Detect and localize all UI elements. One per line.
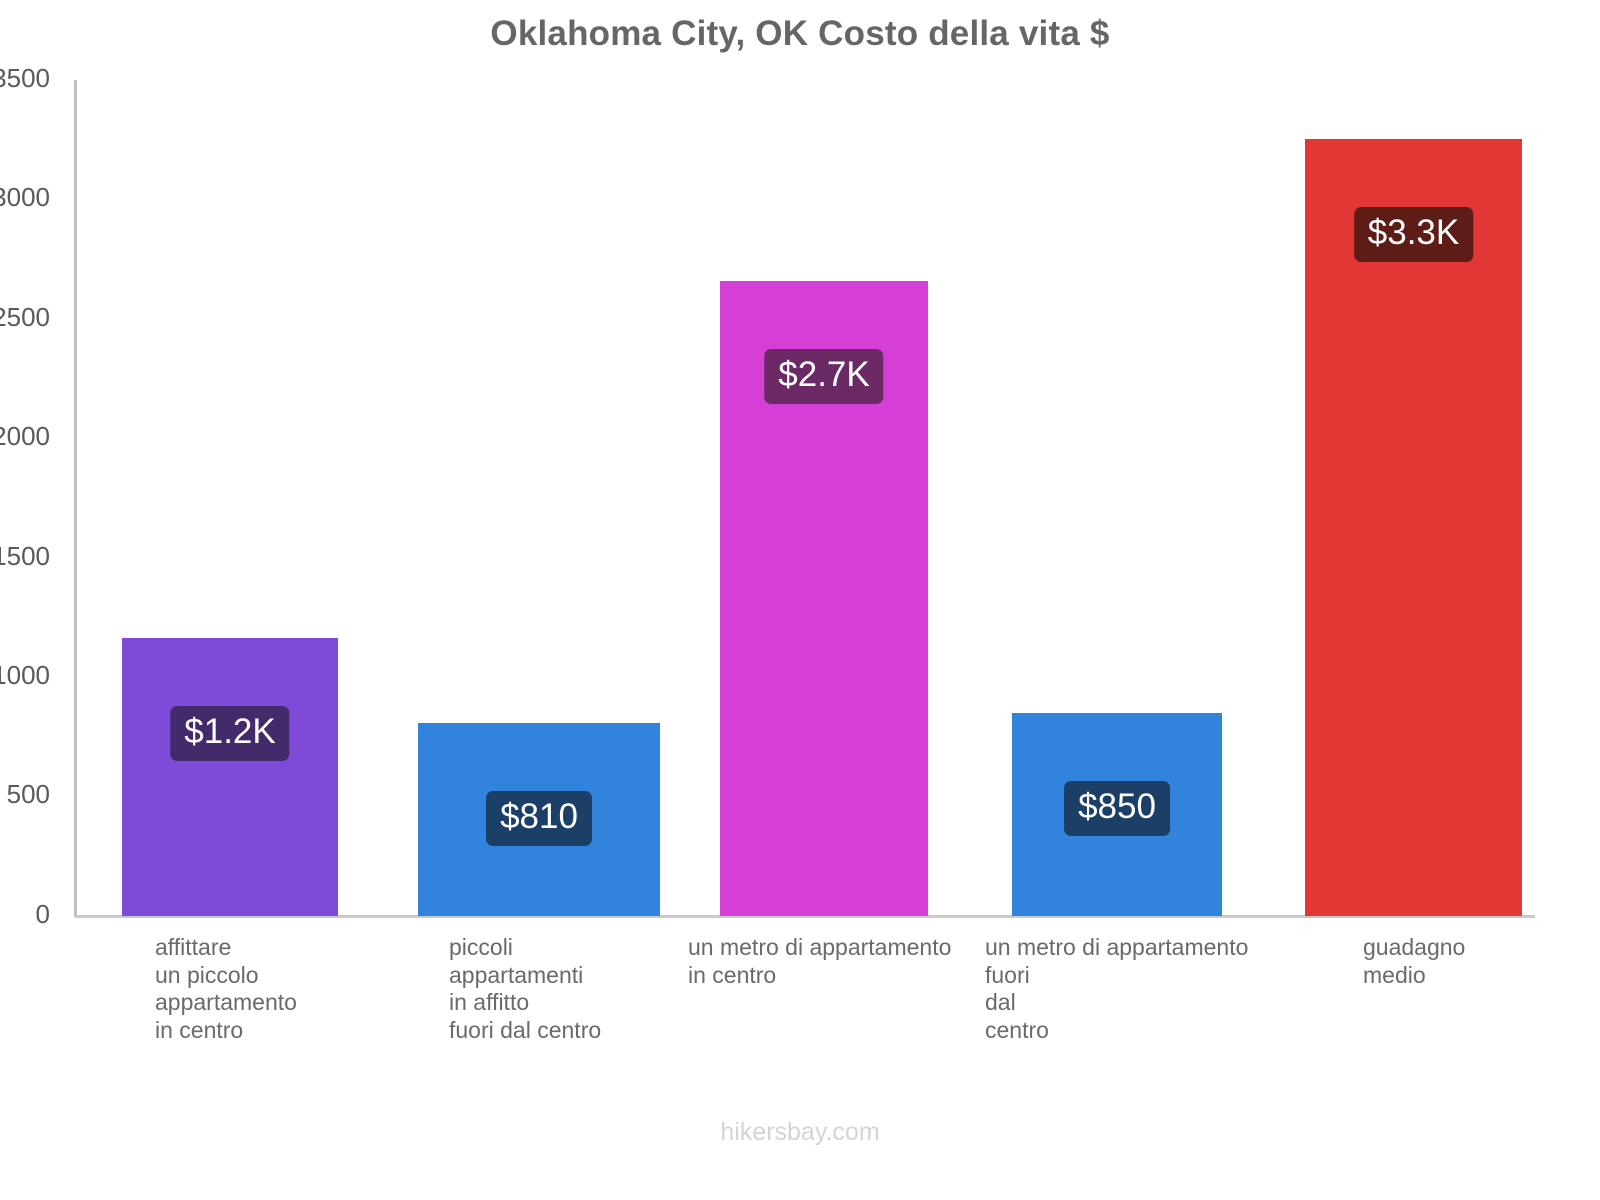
x-category-label-1: piccoli appartamenti in affitto fuori da…: [449, 934, 602, 1043]
y-axis-line: [74, 80, 77, 917]
bar-guadagno-medio[interactable]: $3.3K: [1305, 138, 1522, 916]
bar-un-metro-di-appartamento-fuori-dal-centro[interactable]: $850: [1012, 712, 1222, 916]
bar-value-label: $810: [486, 790, 592, 846]
x-axis-line: [75, 915, 1535, 918]
x-category-label-3: un metro di appartamento fuori dal centr…: [985, 934, 1249, 1043]
bar-piccoli-appartamenti-in-affitto-fuori-dal-centro[interactable]: $810: [418, 722, 660, 916]
bar-value-label: $850: [1064, 780, 1170, 836]
site-watermark: hikersbay.com: [720, 1118, 880, 1146]
y-tick-label: 1000: [0, 660, 50, 690]
y-tick-label: 3500: [0, 63, 50, 93]
y-tick-label: 2500: [0, 302, 50, 332]
y-tick-label: 3000: [0, 182, 50, 212]
bar-un-metro-di-appartamento-in-centro[interactable]: $2.7K: [720, 280, 928, 916]
x-category-label-4: guadagno medio: [1363, 934, 1466, 988]
bar-value-label: $1.2K: [170, 705, 290, 761]
y-tick-label: 500: [6, 779, 50, 809]
y-tick-label: 2000: [0, 421, 50, 451]
y-tick-label: 1500: [0, 541, 50, 571]
x-category-label-2: un metro di appartamento in centro: [688, 934, 952, 988]
x-category-label-0: affittare un piccolo appartamento in cen…: [155, 934, 297, 1043]
plot-area: $1.2K $810 $2.7K $850 $3.3K: [75, 80, 1535, 916]
bar-value-label: $2.7K: [764, 348, 884, 404]
bar-affittare-un-piccolo-appartamento-in-centro[interactable]: $1.2K: [122, 637, 338, 916]
bar-value-label: $3.3K: [1353, 206, 1474, 262]
y-tick-label: 0: [35, 899, 50, 929]
chart-title: Oklahoma City, OK Costo della vita $: [490, 14, 1110, 53]
